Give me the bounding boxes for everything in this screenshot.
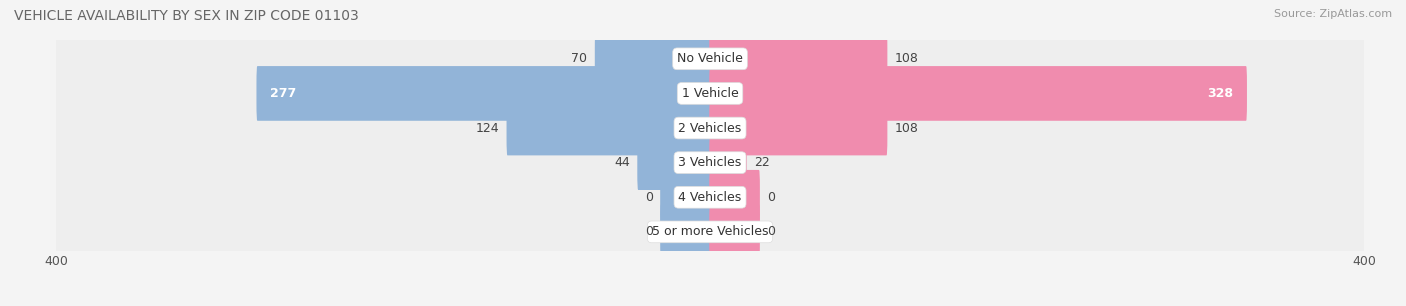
- FancyBboxPatch shape: [53, 44, 1367, 306]
- Text: 108: 108: [894, 121, 918, 135]
- Text: 0: 0: [768, 191, 775, 204]
- FancyBboxPatch shape: [256, 66, 711, 121]
- FancyBboxPatch shape: [709, 32, 887, 86]
- FancyBboxPatch shape: [53, 0, 1367, 246]
- FancyBboxPatch shape: [709, 101, 887, 155]
- FancyBboxPatch shape: [595, 32, 711, 86]
- FancyBboxPatch shape: [53, 0, 1367, 306]
- FancyBboxPatch shape: [53, 10, 1367, 306]
- Text: 4 Vehicles: 4 Vehicles: [679, 191, 741, 204]
- Text: 5 or more Vehicles: 5 or more Vehicles: [652, 226, 768, 238]
- Text: 0: 0: [768, 226, 775, 238]
- Text: No Vehicle: No Vehicle: [678, 52, 742, 65]
- Text: 124: 124: [475, 121, 499, 135]
- FancyBboxPatch shape: [709, 204, 759, 259]
- Text: 44: 44: [614, 156, 630, 169]
- FancyBboxPatch shape: [661, 170, 711, 225]
- Text: Source: ZipAtlas.com: Source: ZipAtlas.com: [1274, 9, 1392, 19]
- Text: 277: 277: [270, 87, 297, 100]
- FancyBboxPatch shape: [53, 79, 1367, 306]
- FancyBboxPatch shape: [53, 0, 1367, 281]
- FancyBboxPatch shape: [53, 0, 1367, 281]
- Text: 108: 108: [894, 52, 918, 65]
- Text: 70: 70: [571, 52, 588, 65]
- FancyBboxPatch shape: [53, 44, 1367, 306]
- Text: 2 Vehicles: 2 Vehicles: [679, 121, 741, 135]
- FancyBboxPatch shape: [53, 10, 1367, 306]
- FancyBboxPatch shape: [506, 101, 711, 155]
- Text: 0: 0: [645, 191, 652, 204]
- Text: VEHICLE AVAILABILITY BY SEX IN ZIP CODE 01103: VEHICLE AVAILABILITY BY SEX IN ZIP CODE …: [14, 9, 359, 23]
- FancyBboxPatch shape: [709, 66, 1247, 121]
- Text: 1 Vehicle: 1 Vehicle: [682, 87, 738, 100]
- FancyBboxPatch shape: [53, 0, 1367, 212]
- FancyBboxPatch shape: [661, 204, 711, 259]
- FancyBboxPatch shape: [637, 135, 711, 190]
- Text: 22: 22: [754, 156, 770, 169]
- Text: 328: 328: [1208, 87, 1233, 100]
- FancyBboxPatch shape: [53, 79, 1367, 306]
- FancyBboxPatch shape: [709, 170, 759, 225]
- FancyBboxPatch shape: [53, 0, 1367, 306]
- FancyBboxPatch shape: [709, 135, 747, 190]
- Text: 0: 0: [645, 226, 652, 238]
- Text: 3 Vehicles: 3 Vehicles: [679, 156, 741, 169]
- Legend: Male, Female: Male, Female: [641, 302, 779, 306]
